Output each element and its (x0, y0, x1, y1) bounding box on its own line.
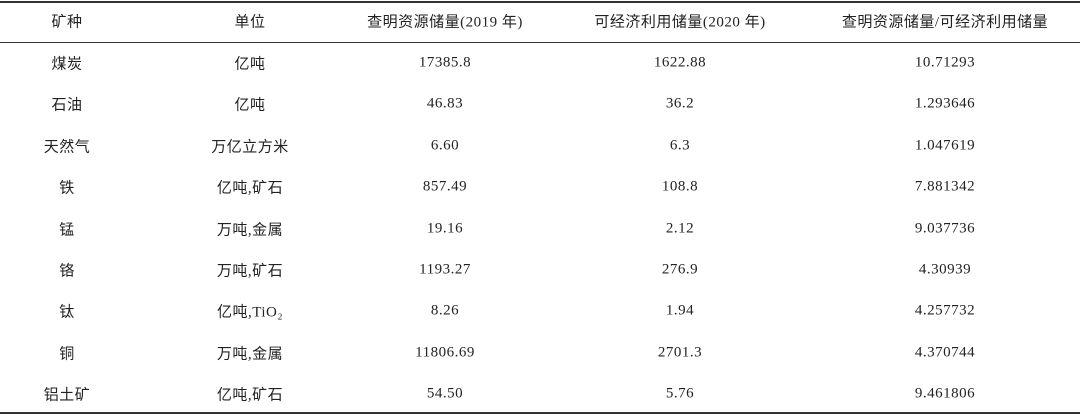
table-cell: 铜 (59, 346, 75, 363)
table-cell: 万吨,矿石 (216, 263, 284, 280)
table-cell: 天然气 (43, 139, 91, 156)
table-cell: 钛 (59, 304, 75, 321)
table-cell: 46.83 (426, 95, 464, 112)
table-cell: 石油 (51, 97, 83, 114)
table-cell: 万吨,金属 (216, 346, 284, 363)
table-cell: 4.30939 (918, 261, 972, 278)
table-cell: 4.257732 (914, 302, 976, 319)
table-cell: 2701.3 (657, 344, 703, 361)
table-cell: 4.370744 (914, 344, 976, 361)
table-cell: 2.12 (665, 220, 695, 237)
table-cell: 857.49 (422, 178, 468, 195)
table-cell: 亿吨 (234, 97, 266, 114)
table-cell: 亿吨,TiO₂ (216, 304, 284, 321)
table-cell: 铝土矿 (43, 387, 91, 404)
table-cell: 锰 (59, 222, 75, 239)
bottom-rule (0, 412, 1080, 414)
table-cell: 6.60 (430, 137, 460, 154)
header-cell: 可经济利用储量(2020 年) (594, 14, 766, 31)
header-cell: 矿种 (51, 14, 83, 31)
table-cell: 7.881342 (914, 178, 976, 195)
table-cell: 铁 (59, 180, 75, 197)
header-rule (0, 42, 1080, 43)
header-cell: 查明资源储量(2019 年) (367, 14, 523, 31)
table-cell: 5.76 (665, 385, 695, 402)
table-cell: 万亿立方米 (211, 139, 289, 156)
table-cell: 亿吨,矿石 (216, 387, 284, 404)
table-cell: 11806.69 (415, 344, 475, 361)
table-cell: 36.2 (665, 95, 695, 112)
table-cell: 108.8 (661, 178, 699, 195)
top-rule (0, 1, 1080, 3)
table-cell: 9.461806 (914, 385, 976, 402)
table-cell: 1622.88 (653, 54, 707, 71)
table-cell: 1.94 (665, 302, 695, 319)
header-cell: 单位 (234, 14, 266, 31)
table-cell: 铬 (59, 263, 75, 280)
table-cell: 9.037736 (914, 220, 976, 237)
table-cell: 54.50 (426, 385, 464, 402)
table-cell: 亿吨,矿石 (216, 180, 284, 197)
table-cell: 亿吨 (234, 56, 266, 73)
table-cell: 1193.27 (419, 261, 471, 278)
table-cell: 6.3 (669, 137, 691, 154)
table-cell: 1.047619 (914, 137, 976, 154)
table-cell: 10.71293 (914, 54, 976, 71)
header-cell: 查明资源储量/可经济利用储量 (841, 14, 1049, 31)
table-cell: 8.26 (430, 302, 460, 319)
table-cell: 万吨,金属 (216, 222, 284, 239)
table-cell: 煤炭 (51, 56, 83, 73)
table-cell: 1.293646 (914, 95, 976, 112)
table-cell: 276.9 (661, 261, 699, 278)
table-cell: 17385.8 (418, 54, 472, 71)
table-cell: 19.16 (426, 220, 464, 237)
